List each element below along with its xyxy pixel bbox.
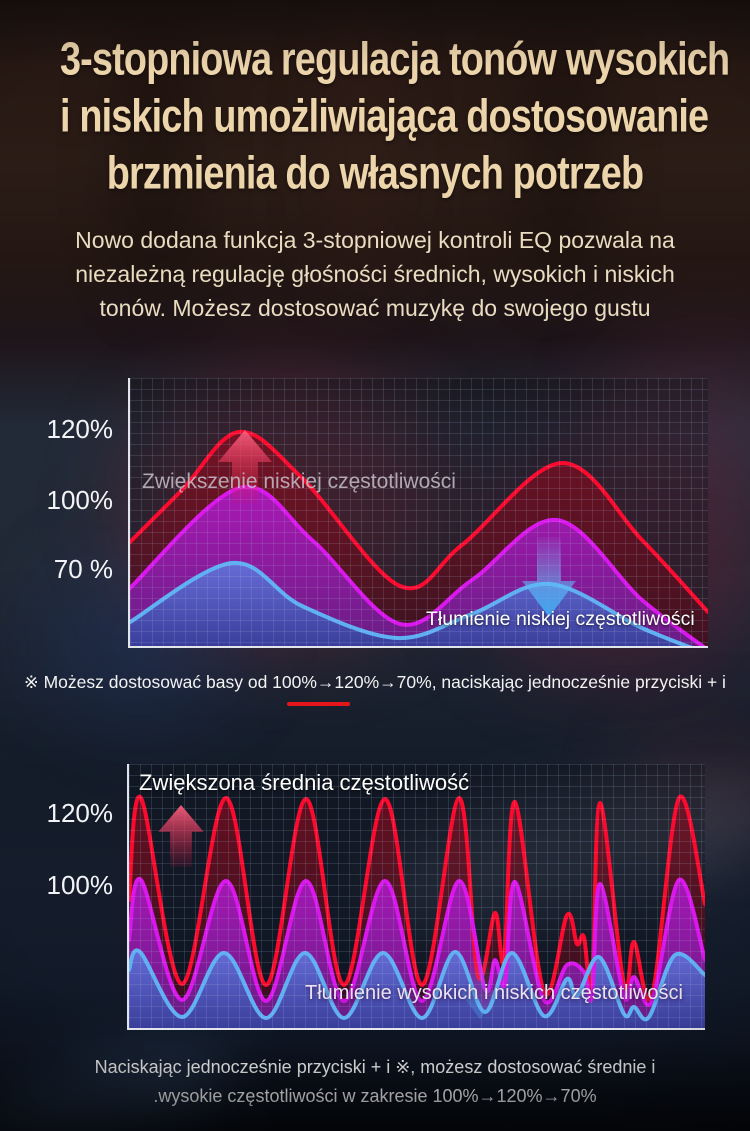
mid-eq-chart: Zwiększona średnia częstotliwość Tłumien…: [127, 764, 705, 1030]
chart2-ytick-120: 120%: [46, 798, 114, 828]
intro-line: tonów. Możesz dostosować muzykę do swoje…: [99, 295, 651, 321]
boost-arrow-icon: [157, 805, 205, 872]
bass-eq-chart: Zwiększenie niskiej częstotliwości Tłumi…: [128, 378, 708, 648]
bass-note: ※ Możesz dostosować basy od 100%→120%→70…: [24, 672, 726, 692]
footer-line: .wysokie częstotliwości w zakresie 100%→…: [153, 1086, 597, 1106]
cut-low-label: Tłumienie niskiej częstotliwości: [426, 608, 695, 630]
intro-line: niezależną regulację głośności średnich,…: [75, 261, 675, 287]
mid-boost-label: Zwiększona średnia częstotliwość: [139, 770, 470, 795]
mid-cut-label: Tłumienie wysokich i niskich częstotliwo…: [305, 982, 683, 1004]
intro-paragraph: Nowo dodana funkcja 3-stopniowej kontrol…: [0, 223, 750, 325]
boost-low-label: Zwiększenie niskiej częstotliwości: [142, 470, 456, 493]
footer-caption: Naciskając jednocześnie przyciski + i ※,…: [0, 1053, 750, 1111]
page-title-line: 3-stopniowa regulacja tonów wysokich: [60, 31, 730, 86]
footer-line: Naciskając jednocześnie przyciski + i ※,…: [94, 1057, 656, 1077]
page-title: 3-stopniowa regulacja tonów wysokich i n…: [0, 30, 750, 201]
chart1-ytick-70: 70 %: [53, 554, 113, 584]
chart1-ytick-120: 120%: [46, 414, 114, 444]
chart1-ytick-100: 100%: [46, 485, 114, 515]
chart2-ytick-100: 100%: [46, 870, 114, 900]
page-title-line: i niskich umożliwiająca dostosowanie: [60, 88, 709, 143]
red-underline: [287, 702, 350, 706]
page-title-line: brzmienia do własnych potrzeb: [106, 145, 644, 200]
bass-eq-waves: [130, 429, 708, 646]
intro-line: Nowo dodana funkcja 3-stopniowej kontrol…: [75, 227, 675, 253]
